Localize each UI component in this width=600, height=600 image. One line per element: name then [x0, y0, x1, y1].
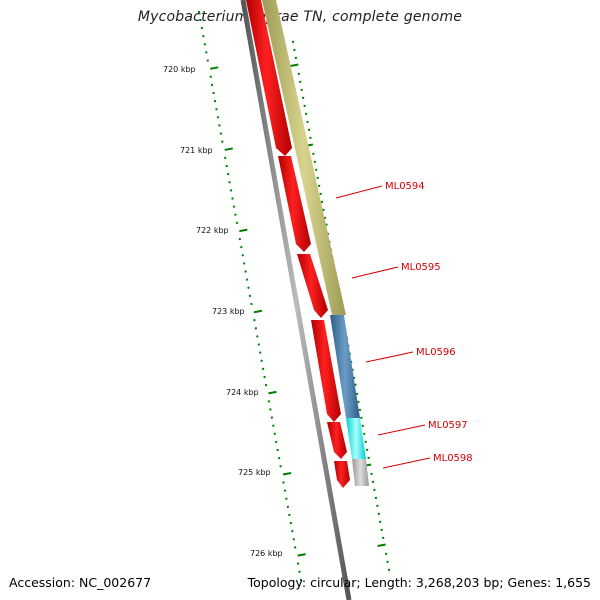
- gene-label-ml0596: ML0596: [416, 347, 456, 358]
- tick-mark: [253, 309, 263, 314]
- accession-text: Accession: NC_002677: [9, 575, 152, 590]
- cds-arrow: [311, 320, 341, 422]
- kbp-labels: 720 kbp 721 kbp 722 kbp 723 kbp 724 kbp …: [163, 65, 283, 558]
- gene-label-ml0595: ML0595: [401, 262, 441, 273]
- tick-label-723: 723 kbp: [212, 307, 245, 316]
- tick-label-721: 721 kbp: [180, 146, 213, 155]
- gene-bar-ml0598: [352, 459, 369, 486]
- gene-label-ml0597: ML0597: [428, 420, 468, 431]
- cds-track: [246, 0, 350, 488]
- tick-label-722: 722 kbp: [196, 226, 229, 235]
- gene-feature-track: [262, 0, 369, 486]
- tick-mark: [282, 472, 292, 476]
- tick-mark: [239, 228, 248, 233]
- tick-mark: [268, 390, 277, 395]
- tick-label-725: 725 kbp: [238, 468, 271, 477]
- genome-summary-text: Topology: circular; Length: 3,268,203 bp…: [247, 575, 591, 590]
- tick-label-720: 720 kbp: [163, 65, 196, 74]
- genome-backbone: [240, 0, 352, 600]
- tick-marks: [197, 10, 391, 581]
- gene-bar-ml0596: [330, 315, 360, 418]
- map-title: Mycobacterium leprae TN, complete genome: [137, 9, 463, 25]
- gene-labels: ML0594 ML0595 ML0596 ML0597 ML0598: [335, 181, 473, 469]
- gene-bar-ml0597: [346, 418, 366, 459]
- tick-mark: [297, 553, 306, 557]
- tick-mark: [210, 66, 219, 70]
- cds-arrow: [334, 461, 350, 488]
- tick-mark: [377, 543, 386, 547]
- cds-arrow: [327, 422, 347, 459]
- tick-label-724: 724 kbp: [226, 388, 259, 397]
- cds-arrow: [278, 156, 311, 252]
- gene-bar-ml0594: [262, 0, 346, 315]
- gene-label-ml0594: ML0594: [385, 181, 425, 192]
- gene-label-ml0598: ML0598: [433, 453, 473, 464]
- cds-arrow: [246, 0, 292, 156]
- cds-arrow: [297, 254, 328, 318]
- tick-label-726: 726 kbp: [250, 549, 283, 558]
- tick-mark: [290, 63, 299, 67]
- tick-mark: [224, 147, 233, 151]
